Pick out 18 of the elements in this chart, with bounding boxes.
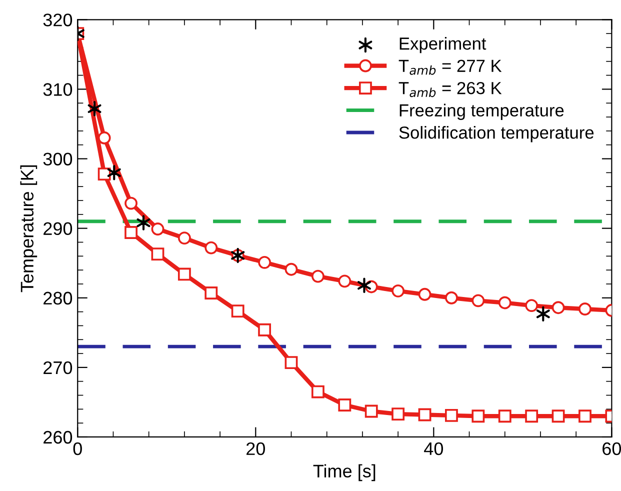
y-tick-label: 320 xyxy=(43,14,72,26)
legend-label: Experiment xyxy=(400,37,486,54)
y-tick-label: 260 xyxy=(44,430,72,444)
x-tick-label: 20 xyxy=(246,442,265,456)
x-tick-label: 40 xyxy=(424,442,443,456)
y-tick-label: 300 xyxy=(43,152,72,166)
y-tick-label: 310 xyxy=(43,83,72,96)
legend-label: T$_{amb}$ = 263 K xyxy=(398,82,502,98)
y-tick-label: 270 xyxy=(44,361,72,374)
legend-label: Freezing temperature xyxy=(400,104,564,120)
x-tick-label: 60 xyxy=(602,442,621,456)
y-axis-title: Temperature [K] xyxy=(20,165,38,292)
x-tick-label: 0 xyxy=(73,442,82,456)
y-tick-label: 280 xyxy=(44,292,72,305)
x-axis-title: Time [s] xyxy=(313,464,376,482)
legend-label: T$_{amb}$ = 277 K xyxy=(398,60,502,75)
legend-label: Solidification temperature xyxy=(399,126,594,142)
y-tick-label: 290 xyxy=(44,222,72,236)
